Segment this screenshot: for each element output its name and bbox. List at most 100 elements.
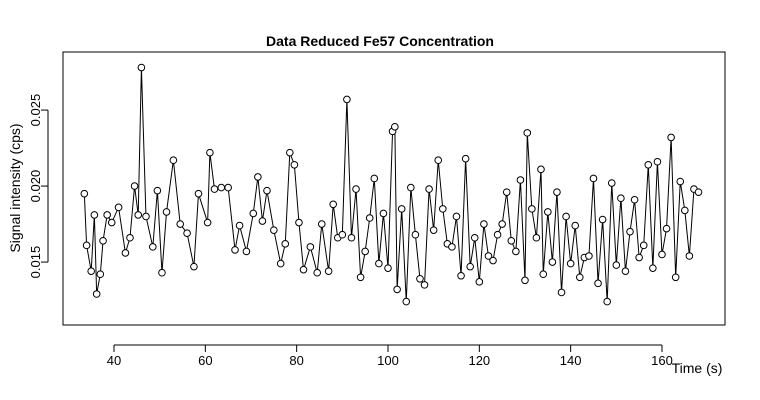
data-point: [169, 156, 178, 165]
data-point: [484, 252, 493, 260]
data-point: [630, 195, 639, 204]
data-point: [621, 267, 630, 275]
data-point: [452, 212, 461, 221]
data-point: [356, 273, 365, 282]
data-point: [375, 259, 383, 268]
data-point: [391, 122, 399, 131]
data-point: [626, 227, 634, 236]
data-point: [254, 173, 262, 181]
data-point: [512, 247, 520, 256]
x-tick-label: 140: [560, 353, 582, 368]
data-point: [329, 200, 337, 209]
data-point: [594, 279, 602, 288]
data-point: [130, 182, 139, 190]
data-point: [158, 268, 166, 277]
data-point: [537, 165, 545, 174]
data-point: [507, 236, 516, 245]
data-point: [548, 258, 557, 266]
x-tick-label: 80: [289, 353, 303, 368]
data-point: [653, 157, 662, 166]
data-point: [153, 186, 162, 195]
data-point: [475, 278, 484, 286]
data-point: [676, 177, 685, 186]
data-point: [649, 264, 657, 272]
data-point: [639, 241, 648, 250]
data-point: [434, 156, 443, 165]
data-point: [343, 95, 351, 104]
data-point: [694, 188, 703, 196]
data-point: [557, 288, 566, 297]
data-point: [681, 206, 689, 215]
data-point: [90, 211, 99, 219]
x-tick-label: 60: [198, 353, 212, 368]
data-point: [384, 264, 392, 272]
data-point: [685, 252, 694, 260]
x-tick-label: 120: [468, 353, 490, 368]
data-point: [407, 183, 415, 192]
data-point: [92, 290, 101, 298]
data-point: [553, 188, 561, 196]
data-point: [263, 186, 271, 195]
data-point: [210, 185, 219, 193]
data-point: [149, 243, 157, 251]
data-point: [416, 274, 424, 283]
data-point: [671, 273, 680, 282]
data-point: [121, 249, 130, 257]
x-axis-label: Time (s): [672, 360, 723, 376]
data-point: [82, 241, 91, 250]
data-point: [644, 160, 653, 169]
data-point: [258, 217, 267, 225]
x-tick-label: 100: [377, 353, 399, 368]
data-point: [598, 215, 607, 224]
data-point: [603, 297, 611, 306]
y-axis-label: Signal intensity (cps): [7, 123, 23, 252]
data-point: [658, 250, 666, 259]
data-point: [299, 265, 308, 274]
data-point: [206, 148, 214, 157]
x-tick-label: 40: [107, 353, 121, 368]
data-point: [523, 129, 532, 137]
data-point: [99, 236, 107, 245]
data-point: [365, 214, 374, 222]
data-point: [347, 233, 356, 242]
data-point: [502, 188, 511, 196]
data-point: [224, 183, 232, 192]
data-point: [203, 218, 212, 227]
plot-frame: [62, 51, 726, 326]
data-point: [231, 246, 239, 254]
data-point: [420, 281, 429, 289]
data-point: [466, 262, 474, 271]
data-point: [635, 253, 643, 262]
data-point: [96, 270, 105, 279]
data-point: [87, 267, 95, 275]
data-point: [498, 220, 506, 228]
data-point: [194, 189, 203, 198]
data-point: [352, 185, 360, 193]
data-point: [235, 221, 244, 230]
data-point: [544, 208, 552, 216]
data-point: [662, 224, 671, 233]
data-point: [162, 208, 171, 216]
data-point: [575, 273, 584, 282]
data-point: [276, 259, 285, 268]
data-point: [80, 189, 89, 198]
data-point: [448, 243, 456, 251]
data-point: [617, 194, 625, 203]
data-point: [607, 179, 616, 187]
data-point: [489, 256, 497, 265]
data-point: [313, 268, 322, 277]
y-tick-label: 0.025: [28, 94, 43, 127]
data-point: [438, 205, 447, 213]
data-point: [114, 203, 123, 212]
data-point: [183, 229, 191, 237]
data-point: [317, 220, 326, 228]
data-point: [539, 270, 548, 279]
data-point: [585, 252, 593, 260]
data-point: [461, 154, 470, 163]
data-point: [249, 209, 258, 218]
data-point: [295, 218, 303, 227]
data-point: [290, 160, 299, 169]
y-tick-label: 0.015: [28, 246, 43, 279]
data-point: [393, 285, 401, 294]
x-tick-label: 160: [651, 353, 673, 368]
